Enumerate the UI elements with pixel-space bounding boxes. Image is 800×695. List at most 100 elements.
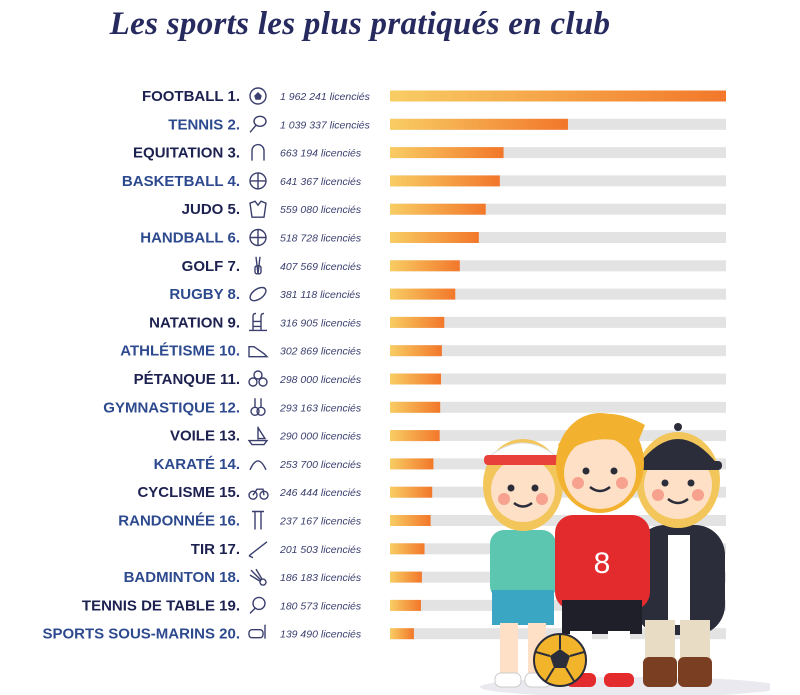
bar-track bbox=[390, 345, 726, 357]
sport-label: GYMNASTIQUE 12. bbox=[103, 399, 240, 416]
sport-name: VOILE bbox=[170, 428, 219, 445]
sport-name: TENNIS DE TABLE bbox=[82, 597, 219, 614]
sport-rank: 15. bbox=[219, 484, 240, 501]
bar-track bbox=[390, 147, 726, 159]
sport-name: JUDO bbox=[182, 201, 228, 218]
bar bbox=[390, 486, 433, 498]
sport-rank: 6. bbox=[227, 230, 240, 247]
sport-rank: 5. bbox=[227, 201, 240, 218]
footballer-character: 8 bbox=[555, 413, 650, 687]
value-label: 139 490 licenciés bbox=[280, 629, 362, 641]
soccer-ball-icon bbox=[533, 633, 587, 687]
value-label: 186 183 licenciés bbox=[280, 572, 362, 584]
sport-label: NATATION 9. bbox=[149, 314, 240, 331]
rifle-icon bbox=[248, 541, 268, 559]
bar bbox=[390, 345, 442, 357]
sport-name: RUGBY bbox=[169, 286, 227, 303]
sport-label: BADMINTON 18. bbox=[124, 569, 240, 586]
bar bbox=[390, 571, 422, 583]
value-label: 1 962 241 licenciés bbox=[280, 91, 371, 103]
value-label: 559 080 licenciés bbox=[280, 204, 362, 216]
sport-rank: 13. bbox=[219, 428, 240, 445]
bar bbox=[390, 260, 460, 272]
sport-name: EQUITATION bbox=[133, 145, 227, 162]
sport-rank: 4. bbox=[227, 173, 240, 190]
bar-track bbox=[390, 288, 726, 300]
petanque-balls-icon bbox=[248, 370, 268, 387]
bar-track bbox=[390, 232, 726, 243]
value-label: 253 700 licenciés bbox=[279, 459, 362, 471]
sport-rank: 19. bbox=[219, 597, 240, 614]
value-label: 298 000 licenciés bbox=[279, 374, 362, 386]
hiking-poles-icon bbox=[252, 510, 264, 530]
value-label: 201 503 licenciés bbox=[279, 544, 362, 556]
sport-rank: 20. bbox=[219, 626, 240, 643]
value-label: 518 728 licenciés bbox=[280, 233, 362, 245]
sport-name: BASKETBALL bbox=[122, 173, 228, 190]
shuttlecock-icon bbox=[249, 568, 267, 586]
rugby-ball-icon bbox=[249, 286, 267, 302]
bar-track bbox=[390, 260, 726, 272]
sport-name: BADMINTON bbox=[124, 569, 220, 586]
sport-rank: 14. bbox=[219, 456, 240, 473]
sport-name: FOOTBALL bbox=[142, 88, 228, 105]
bar bbox=[390, 599, 421, 611]
handball-icon bbox=[249, 228, 267, 247]
sport-label: EQUITATION 3. bbox=[133, 145, 240, 162]
sport-rank: 12. bbox=[219, 399, 240, 416]
sport-label: PÉTANQUE 11. bbox=[134, 371, 240, 388]
judo-gi-icon bbox=[249, 200, 267, 218]
sport-label: TENNIS DE TABLE 19. bbox=[82, 597, 240, 614]
bar-track bbox=[390, 599, 726, 611]
sailboat-icon bbox=[247, 426, 269, 446]
bar bbox=[390, 628, 414, 640]
bar bbox=[390, 515, 431, 526]
bar bbox=[390, 288, 456, 300]
value-label: 302 869 licenciés bbox=[280, 346, 362, 358]
chart-title: Les sports les plus pratiqués en club bbox=[109, 6, 611, 42]
value-label: 381 118 licenciés bbox=[280, 289, 361, 301]
karate-belt-icon bbox=[249, 460, 267, 471]
value-label: 641 367 licenciés bbox=[280, 176, 362, 188]
bar-track bbox=[390, 175, 726, 187]
bar-track bbox=[390, 373, 726, 385]
sport-label: GOLF 7. bbox=[182, 258, 240, 275]
sport-name: CYCLISME bbox=[137, 484, 219, 501]
sport-label: TIR 17. bbox=[191, 541, 240, 558]
bar bbox=[390, 373, 442, 385]
value-label: 180 573 licenciés bbox=[280, 600, 362, 612]
sport-label: VOILE 13. bbox=[170, 428, 240, 445]
horseshoe-icon bbox=[251, 143, 265, 161]
bar bbox=[390, 316, 445, 328]
tennis-racket-icon bbox=[249, 115, 267, 133]
sport-name: KARATÉ bbox=[154, 456, 220, 473]
sport-label: BASKETBALL 4. bbox=[122, 173, 240, 190]
athletes-illustration: 8 bbox=[480, 413, 770, 695]
jersey-number: 8 bbox=[594, 547, 611, 580]
value-label: 290 000 licenciés bbox=[279, 431, 362, 443]
value-label: 237 167 licenciés bbox=[279, 516, 362, 528]
bar bbox=[390, 118, 568, 130]
basketball-icon bbox=[249, 172, 267, 190]
ping-pong-paddle-icon bbox=[249, 596, 266, 614]
sport-name: HANDBALL bbox=[140, 230, 227, 247]
bicycle-icon bbox=[248, 488, 269, 500]
diving-mask-icon bbox=[248, 624, 266, 639]
sport-name: TIR bbox=[191, 541, 219, 558]
bar-track bbox=[390, 203, 726, 215]
sport-label: HANDBALL 6. bbox=[140, 230, 240, 247]
sport-name: GYMNASTIQUE bbox=[103, 399, 219, 416]
sport-name: TENNIS bbox=[168, 116, 227, 133]
sport-label: KARATÉ 14. bbox=[154, 456, 240, 473]
sport-name: ATHLÉTISME bbox=[120, 343, 219, 360]
bar bbox=[390, 232, 479, 243]
value-label: 407 569 licenciés bbox=[280, 261, 362, 273]
bar-track bbox=[390, 515, 726, 526]
sport-label: RANDONNÉE 16. bbox=[118, 513, 240, 530]
sport-rank: 7. bbox=[227, 258, 240, 275]
sport-rank: 9. bbox=[227, 314, 240, 331]
bar bbox=[390, 430, 440, 442]
pool-ladder-icon bbox=[249, 312, 267, 332]
sport-label: JUDO 5. bbox=[182, 201, 240, 218]
sport-name: NATATION bbox=[149, 314, 227, 331]
